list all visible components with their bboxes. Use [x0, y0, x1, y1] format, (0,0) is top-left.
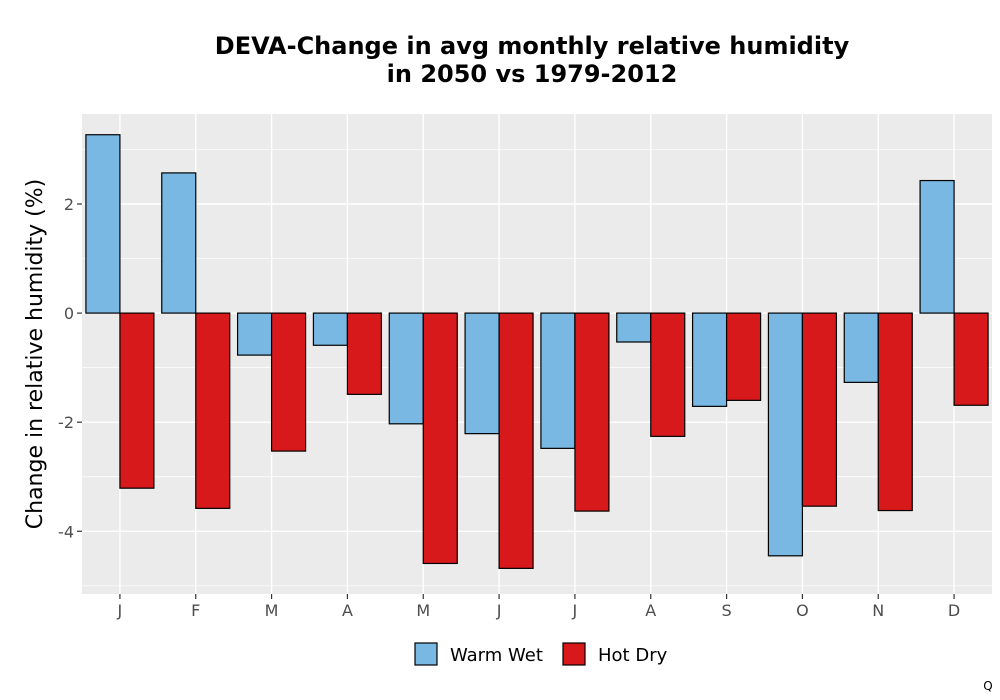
bar-hot-dry: [270, 312, 307, 452]
bar-hot-dry: [195, 312, 231, 509]
chart-title-line-2: in 2050 vs 1979-2012: [387, 60, 678, 88]
bar-hot-dry: [422, 312, 458, 565]
bar-warm-wet: [236, 312, 273, 356]
x-tick-label: A: [342, 601, 353, 620]
x-tick-label: J: [572, 601, 578, 620]
bar-hot-dry: [877, 312, 913, 512]
bar-warm-wet: [464, 312, 500, 435]
bar-warm-wet: [540, 312, 576, 449]
chart-title: DEVA-Change in avg monthly relative humi…: [215, 32, 850, 88]
y-tick-label: -2: [58, 413, 74, 432]
bar-warm-wet: [691, 312, 728, 407]
bar-warm-wet: [843, 312, 879, 383]
bar-hot-dry: [801, 312, 838, 507]
plot-panel: [82, 114, 992, 594]
x-tick-label: N: [872, 601, 884, 620]
x-tick-label: M: [416, 601, 430, 620]
chart-title-line-1: DEVA-Change in avg monthly relative humi…: [215, 32, 850, 60]
x-tick-label: D: [948, 601, 960, 620]
legend-key: [562, 642, 586, 666]
bar-hot-dry: [498, 312, 534, 569]
bar-warm-wet: [616, 312, 652, 343]
legend-key: [414, 642, 438, 666]
legend-item-hot-dry: Hot Dry: [562, 642, 668, 666]
x-tick-label: F: [191, 601, 200, 620]
x-tick-label: M: [265, 601, 279, 620]
bar-hot-dry: [953, 312, 989, 406]
bar-hot-dry: [725, 312, 762, 401]
bar-warm-wet: [161, 172, 197, 314]
x-tick-label: J: [496, 601, 502, 620]
bar-hot-dry: [574, 312, 610, 512]
x-tick-label: S: [722, 601, 732, 620]
bar-warm-wet: [767, 312, 804, 557]
y-axis-title: Change in relative humidity (%): [23, 179, 48, 529]
bar-warm-wet: [388, 312, 424, 425]
bar-warm-wet: [919, 179, 955, 314]
y-tick-label: -4: [58, 522, 74, 541]
x-tick-label: J: [117, 601, 123, 620]
x-tick-label: O: [796, 601, 809, 620]
y-tick-label: 2: [64, 195, 74, 214]
bar-hot-dry: [119, 312, 155, 489]
bars: [85, 134, 989, 569]
y-tick-label: 0: [64, 304, 74, 323]
bar-hot-dry: [346, 312, 383, 395]
bar-warm-wet: [312, 312, 349, 346]
legend-label: Hot Dry: [598, 645, 668, 666]
x-tick-label: A: [645, 601, 656, 620]
bar-hot-dry: [650, 312, 686, 437]
corner-mark: Q: [983, 679, 992, 693]
legend: Warm Wet Hot Dry: [414, 642, 668, 666]
y-axis: -4 -2 0 2: [58, 195, 82, 541]
legend-item-warm-wet: Warm Wet: [414, 642, 543, 666]
legend-label: Warm Wet: [450, 645, 543, 666]
bar-warm-wet: [85, 134, 121, 314]
